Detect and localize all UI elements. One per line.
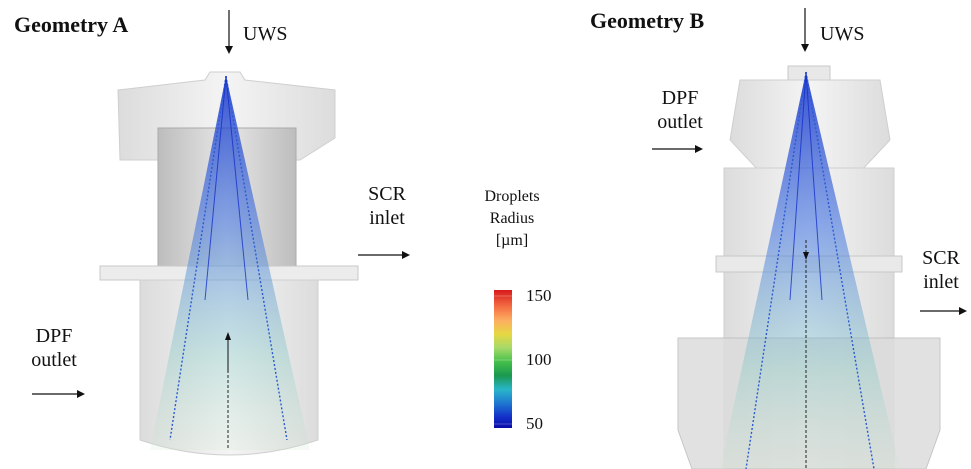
- geometry-b-dpf-line1: DPF: [661, 87, 699, 109]
- geometry-b-spray: [720, 71, 900, 469]
- legend-title: Droplets Radius [µm]: [470, 186, 554, 252]
- geometry-b-title: Geometry B: [590, 8, 705, 33]
- legend-title-line1: Droplets: [484, 188, 540, 205]
- geometry-b-dpf-label: DPF outlet: [648, 86, 712, 134]
- geometry-a-spray: [150, 75, 310, 450]
- legend-colorbar: [494, 290, 512, 428]
- geometry-b-scr-line2: inlet: [923, 271, 959, 293]
- legend-title-line2: Radius: [489, 210, 535, 227]
- geometry-b-uws-label: UWS: [820, 23, 865, 45]
- geometry-a-dpf-label: DPF outlet: [22, 324, 86, 372]
- legend-tick-150: 150: [526, 286, 552, 305]
- geometry-a-dpf-line2: outlet: [31, 349, 77, 371]
- geometry-b-scr-line1: SCR: [922, 247, 960, 269]
- geometry-a-scr-line2: inlet: [369, 207, 405, 229]
- geometry-a-title: Geometry A: [14, 12, 129, 37]
- legend-title-line3: [µm]: [495, 232, 529, 249]
- geometry-a-scr-label: SCR inlet: [358, 182, 416, 230]
- geometry-b-dpf-line2: outlet: [657, 111, 703, 133]
- geometry-a-arrows: [32, 10, 410, 450]
- geometry-a-uws-label: UWS: [243, 23, 288, 45]
- geometry-b-arrows: [652, 8, 967, 469]
- geometry-a-scr-line1: SCR: [368, 183, 406, 205]
- geometry-a-dpf-line1: DPF: [35, 325, 73, 347]
- legend-tick-100: 100: [526, 350, 552, 369]
- geometry-b-scr-label: SCR inlet: [912, 246, 970, 294]
- legend-tick-50: 50: [526, 414, 543, 433]
